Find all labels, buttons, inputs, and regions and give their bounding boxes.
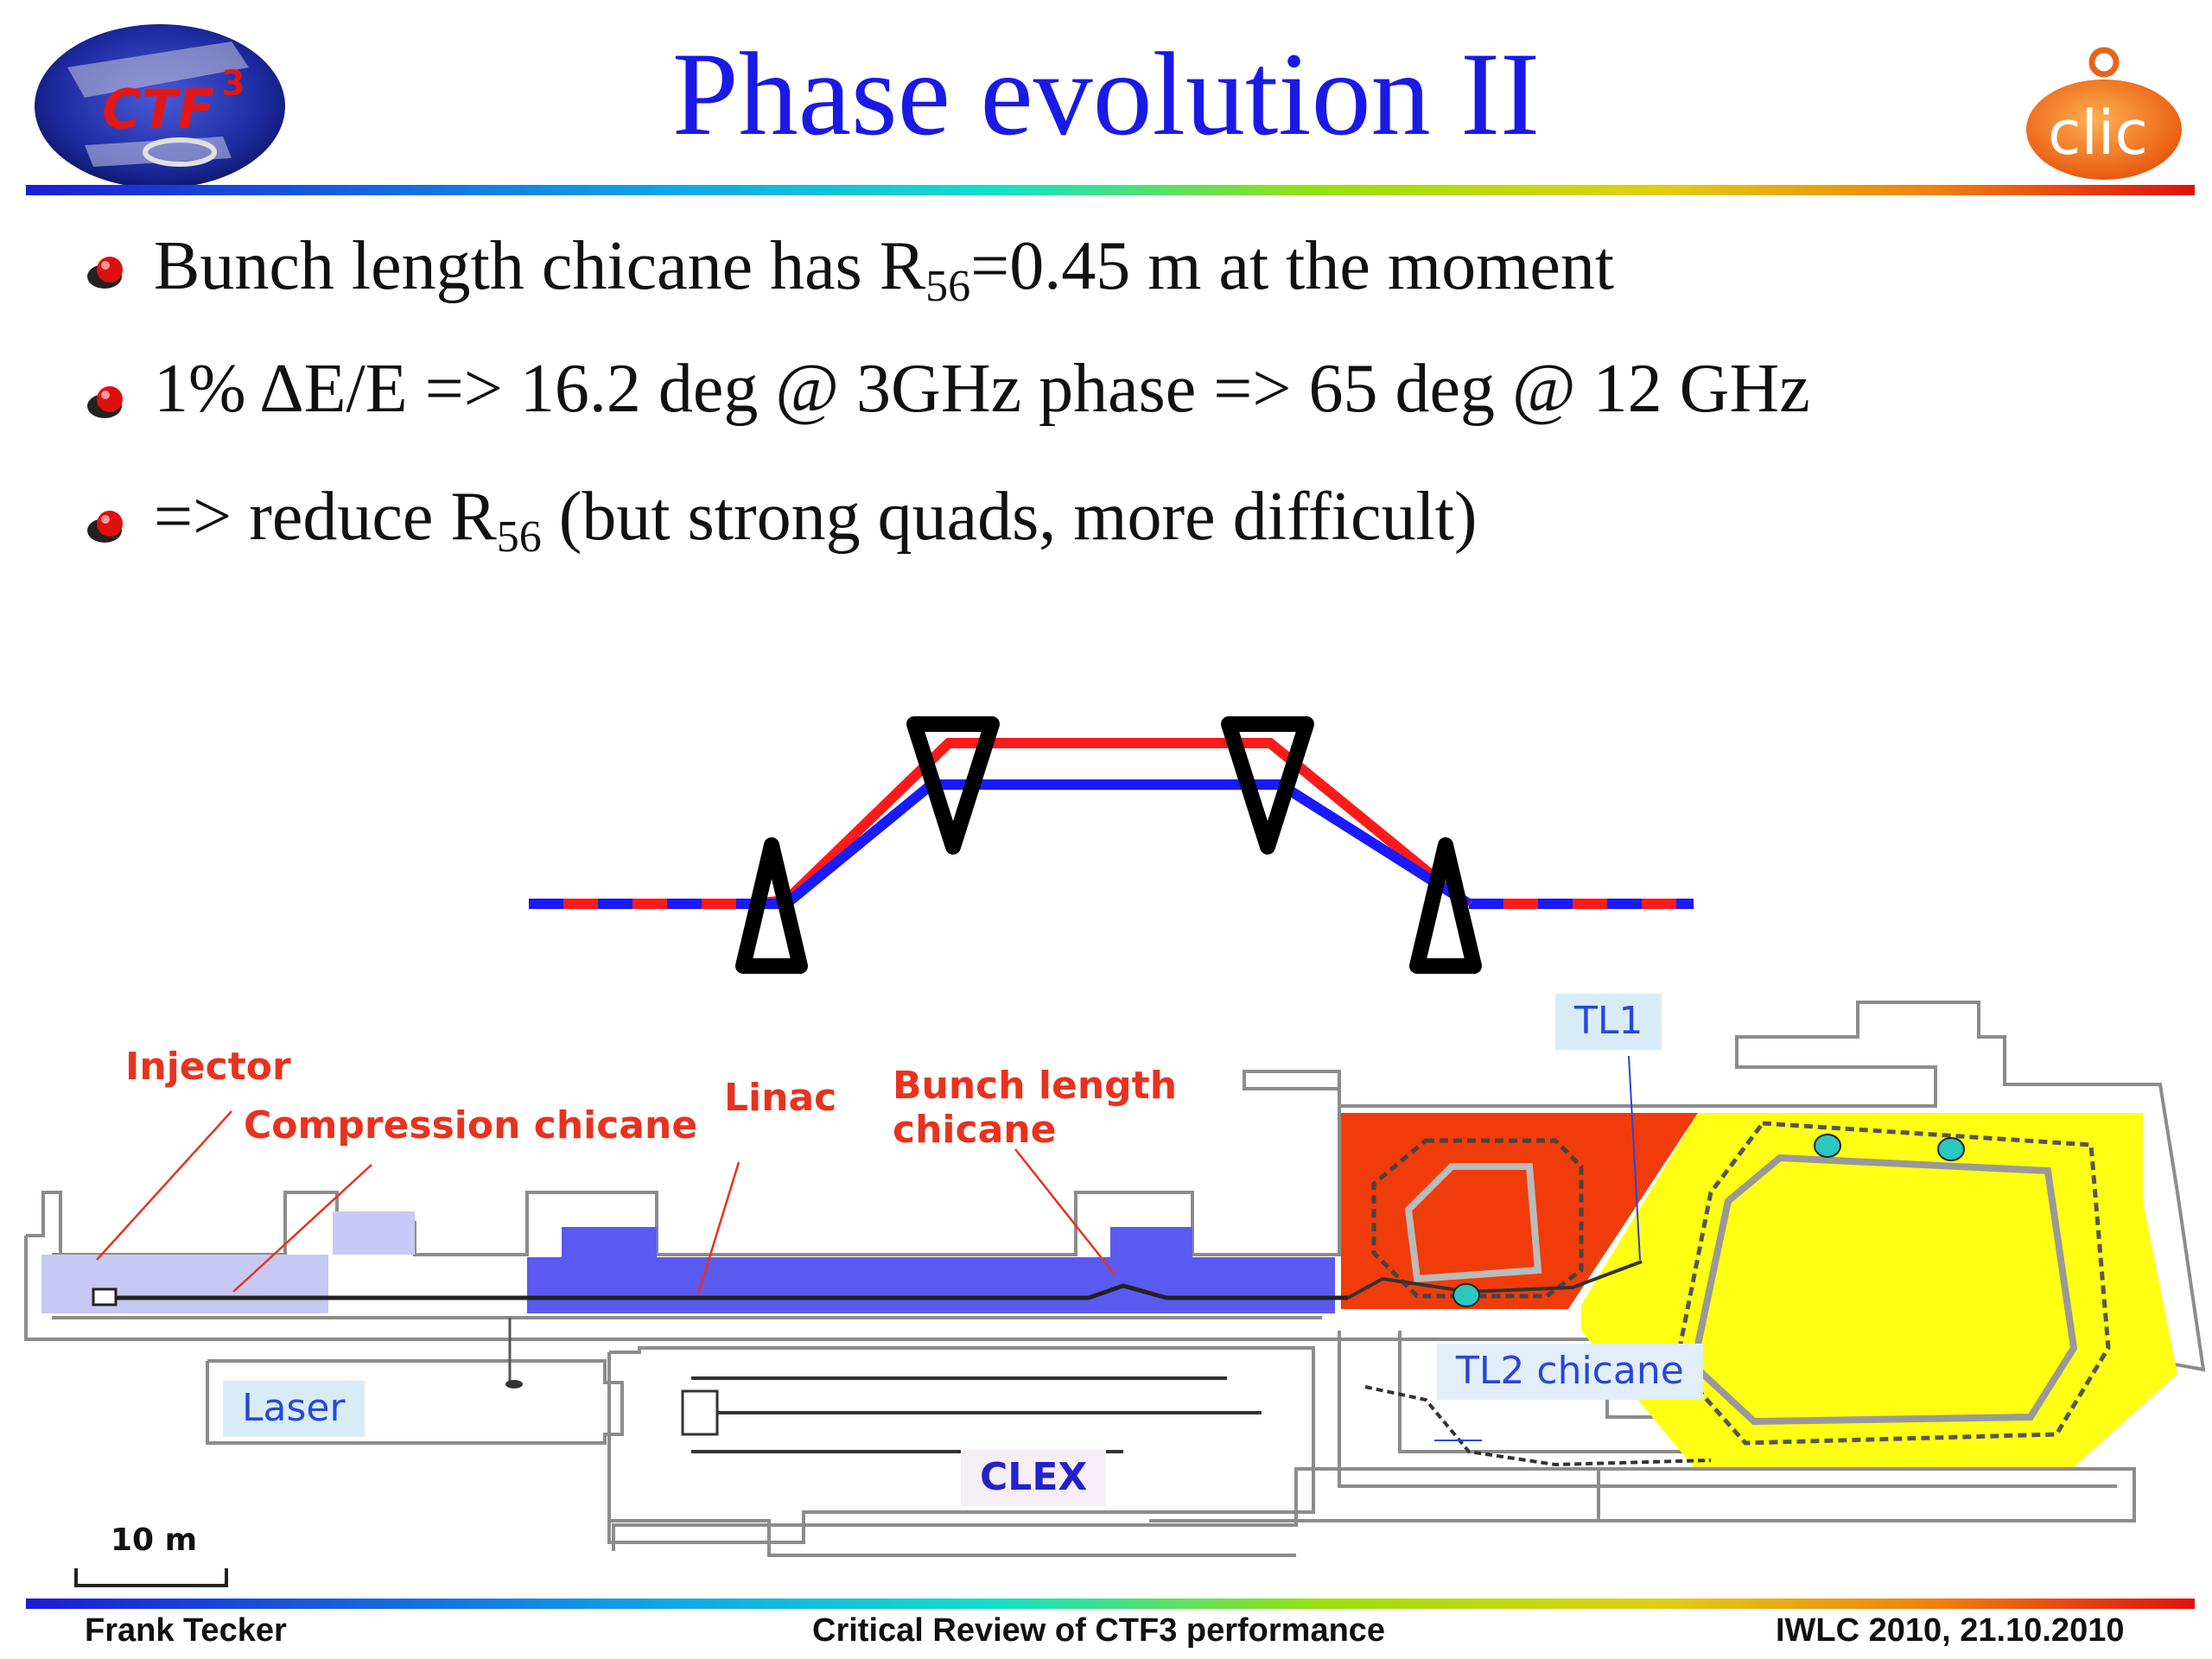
dipole-magnet-1 xyxy=(735,837,808,974)
scale-bar xyxy=(74,1568,228,1587)
red-beam-path xyxy=(751,738,1472,910)
bunch-length-pointer xyxy=(1014,1148,1116,1275)
bullet-icon xyxy=(82,501,130,550)
ctf3-layout-map xyxy=(0,985,2212,1590)
blue-beam-path xyxy=(752,779,1472,909)
linac-area xyxy=(527,1257,1335,1313)
clex-label: CLEX xyxy=(961,1450,1107,1506)
injector-label: Injector xyxy=(125,1045,291,1089)
linac-label: Linac xyxy=(724,1076,837,1120)
ctf3-logo: CTF 3 xyxy=(33,16,287,188)
bullet-text: => reduce R56 (but strong quads, more di… xyxy=(154,479,1478,562)
chicane-diagram xyxy=(518,709,1711,985)
dipole-magnet-4 xyxy=(1409,837,1482,974)
lower-building xyxy=(612,1467,2136,1551)
tl2-chicane-label: TL2 chicane xyxy=(1437,1344,1703,1400)
clic-logo: clic xyxy=(2022,43,2186,181)
compression-chicane-label: Compression chicane xyxy=(244,1103,698,1147)
scale-label: 10 m xyxy=(111,1522,198,1558)
tl1-pointer xyxy=(1628,1055,1641,1261)
compression-pointer xyxy=(232,1164,372,1293)
injector-pointer xyxy=(96,1110,232,1261)
bpm-marker xyxy=(1937,1137,1965,1161)
bullet-icon xyxy=(82,377,130,425)
svg-text:3: 3 xyxy=(221,64,245,104)
footer-event: IWLC 2010, 21.10.2010 xyxy=(1776,1612,2125,1649)
injector-upper-area xyxy=(333,1211,415,1255)
dipole-magnet-2 xyxy=(906,716,1000,855)
tl1-label: TL1 xyxy=(1555,994,1662,1050)
bullet-text: 1% ΔE/E => 16.2 deg @ 3GHz phase => 65 d… xyxy=(154,351,1810,427)
title-divider xyxy=(26,185,2195,195)
slide-title: Phase evolution II xyxy=(671,28,1541,160)
laser-room xyxy=(206,1359,624,1445)
main-beam-line xyxy=(95,1283,1348,1300)
delay-loop-area xyxy=(1341,1113,1698,1309)
clex-room xyxy=(607,1346,1315,1544)
dipole-magnet-3 xyxy=(1221,716,1314,855)
svg-text:clic: clic xyxy=(2048,98,2148,168)
bullet-text: Bunch length chicane has R56=0.45 m at t… xyxy=(154,228,1615,311)
linac-notch-1 xyxy=(562,1227,657,1257)
linac-notch-2 xyxy=(1110,1227,1192,1257)
bpm-marker xyxy=(1814,1134,1841,1158)
linac-pointer xyxy=(696,1161,741,1295)
footer-divider xyxy=(26,1599,2195,1609)
svg-text:CTF: CTF xyxy=(102,78,214,141)
injector-area xyxy=(41,1255,328,1313)
footer-author: Frank Tecker xyxy=(85,1612,287,1649)
footer-title: Critical Review of CTF3 performance xyxy=(812,1612,1386,1649)
bullet-icon xyxy=(82,247,130,296)
bunch-length-chicane-label: Bunch length chicane xyxy=(893,1064,1178,1152)
bpm-marker xyxy=(1452,1283,1480,1307)
laser-label: Laser xyxy=(223,1381,365,1437)
